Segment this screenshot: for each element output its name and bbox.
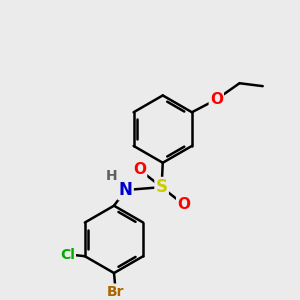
Text: O: O — [210, 92, 223, 107]
Text: Cl: Cl — [60, 248, 75, 262]
Text: O: O — [133, 162, 146, 177]
Text: O: O — [177, 197, 190, 212]
Text: N: N — [119, 181, 133, 199]
Text: S: S — [156, 178, 168, 196]
Text: H: H — [105, 169, 117, 182]
Text: Br: Br — [106, 285, 124, 298]
